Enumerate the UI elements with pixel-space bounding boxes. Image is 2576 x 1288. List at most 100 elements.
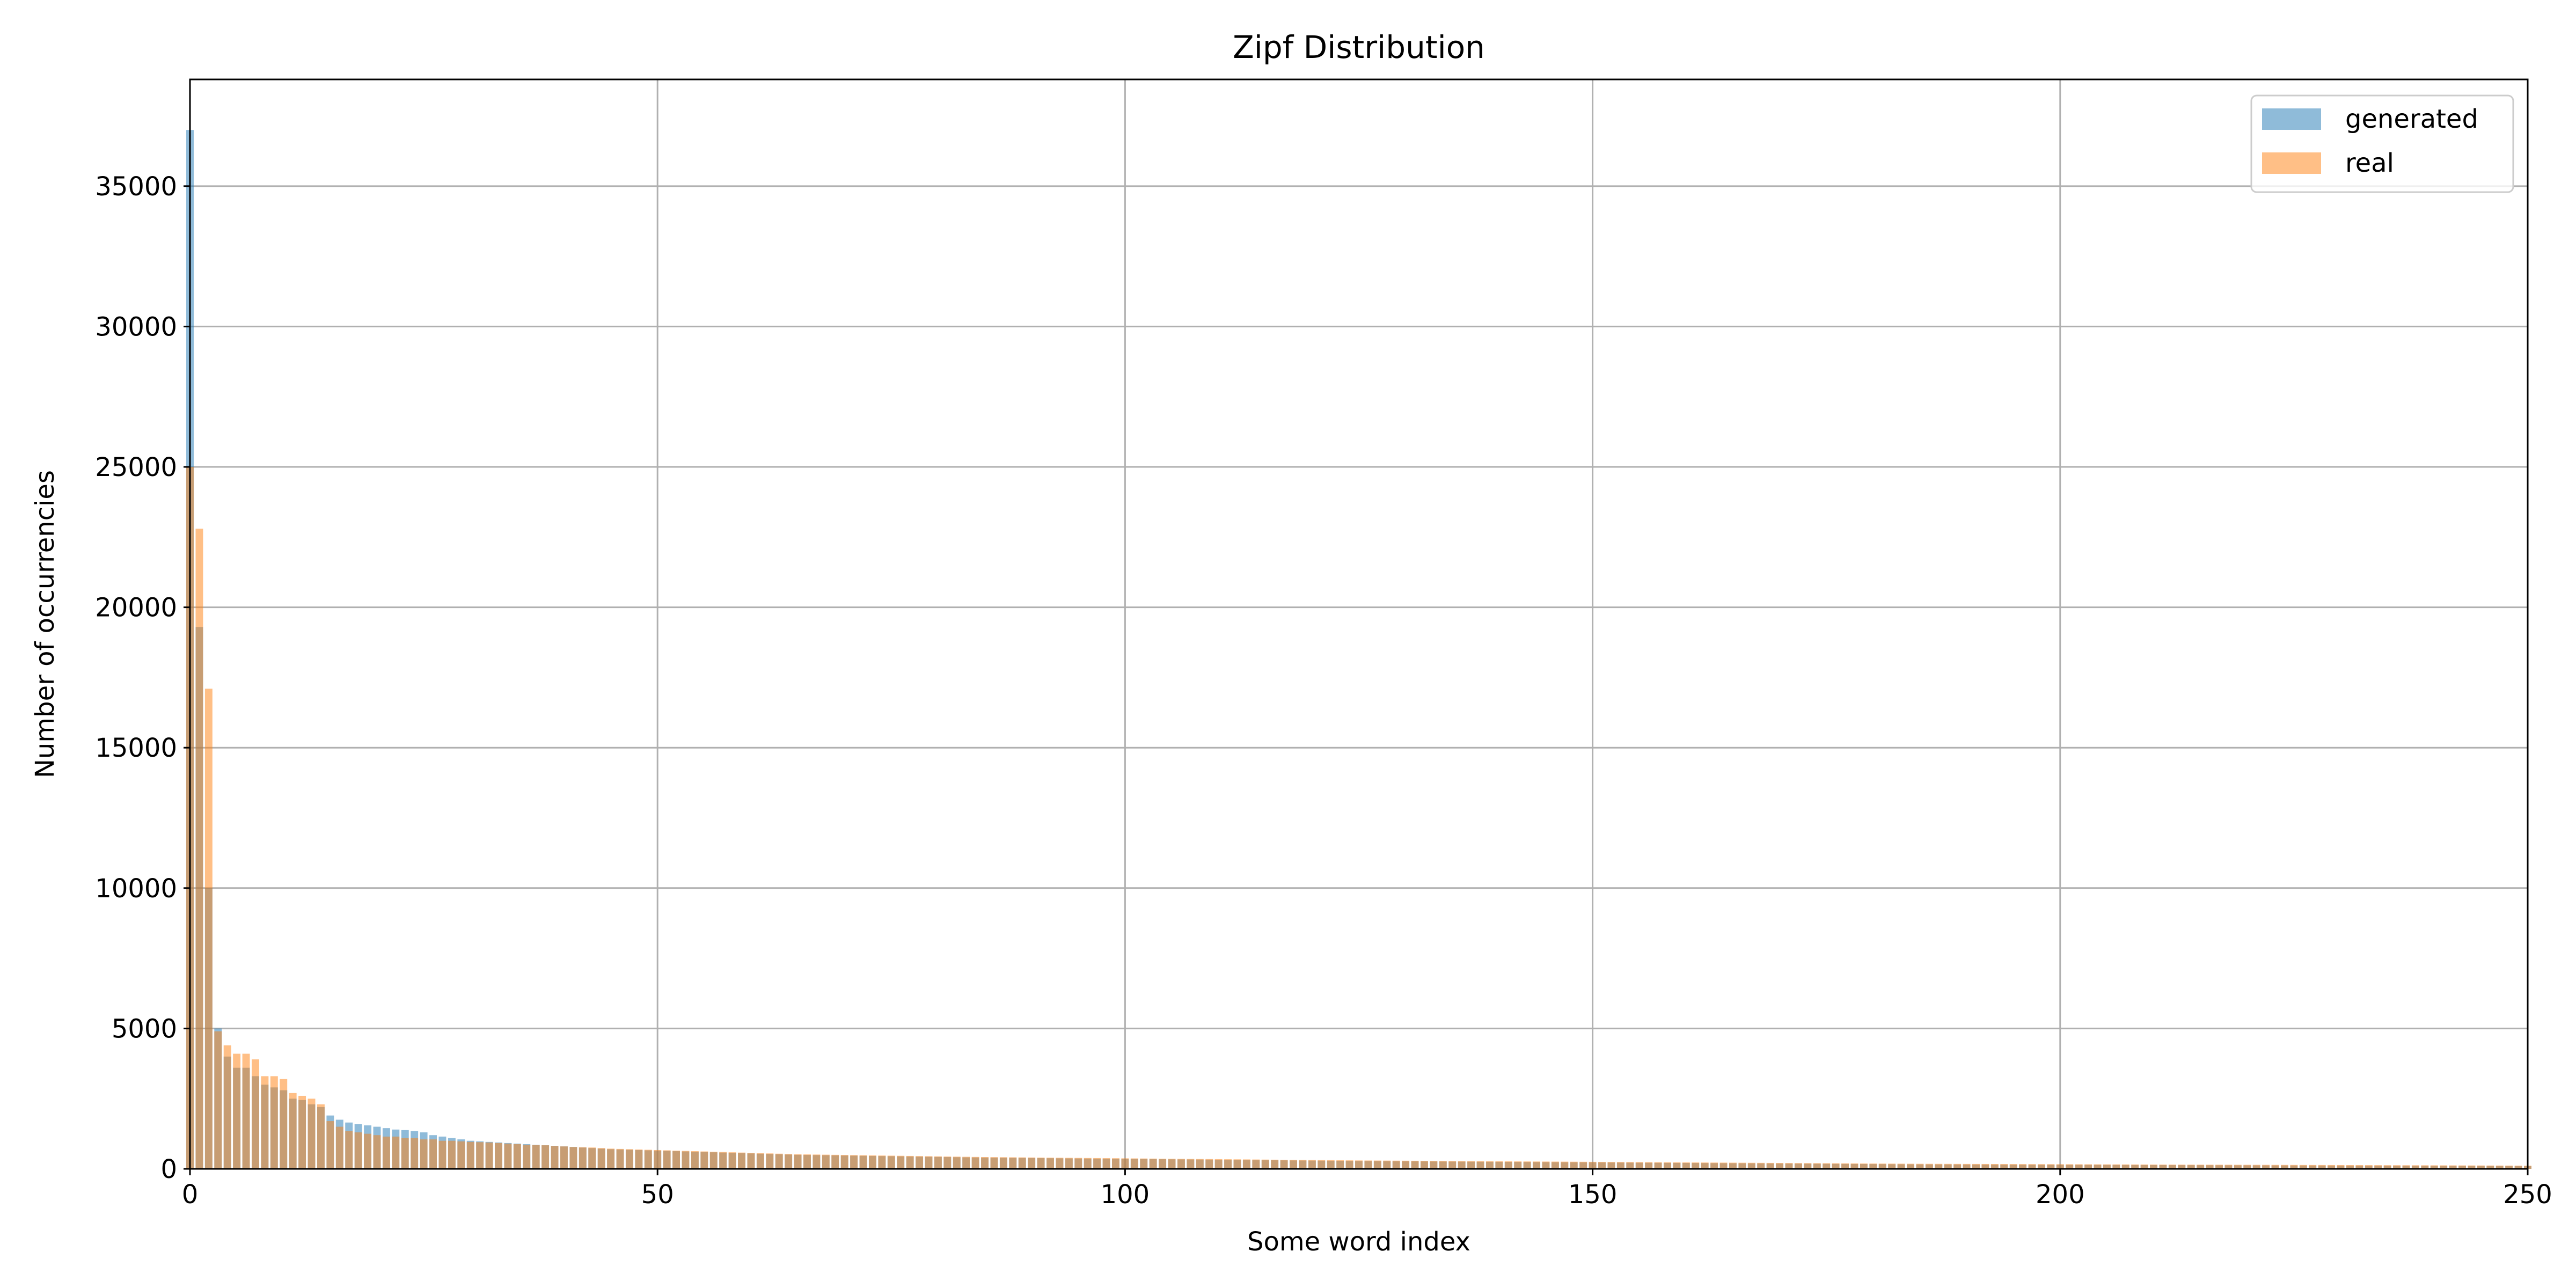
- x-tick-label: 250: [2503, 1180, 2552, 1210]
- bar-real: [1542, 1161, 1550, 1169]
- bar-real: [897, 1155, 905, 1169]
- bar-real: [214, 1031, 222, 1169]
- bar-real: [1130, 1158, 1138, 1169]
- bar-real: [2028, 1164, 2036, 1169]
- bar-real: [813, 1154, 821, 1169]
- bar-real: [1046, 1158, 1054, 1169]
- y-tick-label: 25000: [95, 452, 177, 482]
- bar-real: [1290, 1160, 1298, 1169]
- bar-real: [251, 1059, 259, 1169]
- bar-real: [1757, 1162, 1765, 1169]
- bar-real: [541, 1145, 550, 1169]
- bar-real: [1738, 1162, 1746, 1169]
- bar-real: [2075, 1164, 2083, 1169]
- bar-real: [2299, 1165, 2307, 1169]
- bar-real: [756, 1153, 764, 1169]
- bar-real: [448, 1140, 456, 1169]
- bar-real: [1850, 1163, 1858, 1169]
- bar-real: [1383, 1160, 1391, 1169]
- bar-real: [1271, 1159, 1279, 1169]
- bar-real: [794, 1154, 802, 1169]
- bar-real: [2421, 1165, 2429, 1169]
- bar-real: [878, 1155, 886, 1169]
- bar-real: [738, 1152, 745, 1169]
- legend-label-real: real: [2345, 148, 2394, 178]
- bar-real: [1448, 1161, 1457, 1169]
- bar-real: [644, 1150, 652, 1169]
- bar-real: [2328, 1165, 2336, 1169]
- series-real: [186, 467, 2531, 1169]
- bar-real: [1233, 1159, 1241, 1169]
- legend-label-generated: generated: [2345, 104, 2478, 134]
- bar-real: [1037, 1157, 1045, 1169]
- bar-real: [747, 1153, 755, 1169]
- bar-real: [560, 1146, 568, 1169]
- bar-real: [1318, 1160, 1326, 1169]
- bar-real: [382, 1136, 390, 1169]
- chart-title: Zipf Distribution: [1233, 29, 1485, 65]
- bar-real: [1327, 1160, 1335, 1169]
- bar-real: [868, 1155, 876, 1169]
- bar-real: [962, 1157, 970, 1169]
- bar-real: [438, 1140, 447, 1169]
- bar-real: [1214, 1159, 1223, 1169]
- bars: [186, 130, 2531, 1169]
- bar-real: [691, 1151, 699, 1169]
- bar-real: [2458, 1165, 2467, 1169]
- bar-real: [2066, 1164, 2074, 1169]
- bar-real: [663, 1150, 671, 1169]
- bar-real: [1411, 1160, 1419, 1169]
- bar-real: [2486, 1165, 2494, 1169]
- bar-real: [1766, 1162, 1774, 1169]
- bar-real: [2505, 1165, 2513, 1169]
- bar-real: [1616, 1162, 1624, 1169]
- y-tick-label: 5000: [112, 1014, 177, 1044]
- bar-real: [2056, 1164, 2064, 1169]
- bar-real: [2112, 1164, 2120, 1169]
- bar-real: [2243, 1165, 2251, 1169]
- bar-real: [840, 1155, 848, 1169]
- bar-real: [616, 1148, 624, 1169]
- bar-real: [2393, 1165, 2401, 1169]
- bar-real: [971, 1157, 979, 1169]
- bar-real: [411, 1138, 419, 1169]
- bar-real: [2514, 1165, 2522, 1169]
- bar-real: [2019, 1164, 2027, 1169]
- bar-real: [1664, 1162, 1671, 1169]
- bar-real: [1692, 1162, 1700, 1169]
- x-tick-label: 100: [1101, 1180, 1150, 1210]
- bar-real: [1242, 1159, 1250, 1169]
- bar-real: [242, 1053, 250, 1169]
- bar-real: [204, 689, 213, 1169]
- bar-real: [1430, 1161, 1438, 1169]
- bar-real: [2224, 1165, 2233, 1169]
- bar-real: [1523, 1161, 1531, 1169]
- bar-real: [2318, 1165, 2326, 1169]
- bar-real: [513, 1144, 521, 1169]
- bar-real: [1598, 1162, 1606, 1169]
- bar-real: [429, 1139, 437, 1169]
- bar-real: [1878, 1163, 1886, 1169]
- y-tick-label: 35000: [95, 172, 177, 202]
- bar-real: [1336, 1160, 1344, 1169]
- bar-real: [261, 1076, 269, 1169]
- bar-real: [2477, 1165, 2485, 1169]
- y-tick-label: 10000: [95, 874, 177, 904]
- bar-real: [2309, 1165, 2317, 1169]
- bar-real: [1794, 1163, 1802, 1169]
- bar-real: [1373, 1160, 1381, 1169]
- bar-real: [2000, 1164, 2008, 1169]
- bar-real: [476, 1142, 484, 1169]
- bar-real: [373, 1135, 381, 1169]
- bar-real: [1102, 1158, 1110, 1169]
- legend-swatch-generated: [2262, 108, 2321, 130]
- bar-real: [1364, 1160, 1372, 1169]
- bar-real: [635, 1149, 643, 1169]
- bar-real: [1701, 1162, 1709, 1169]
- bar-real: [1710, 1162, 1718, 1169]
- bar-real: [2197, 1165, 2205, 1169]
- bar-real: [457, 1141, 465, 1169]
- bar-real: [1402, 1160, 1410, 1169]
- bar-real: [1056, 1158, 1064, 1169]
- bar-real: [551, 1146, 559, 1169]
